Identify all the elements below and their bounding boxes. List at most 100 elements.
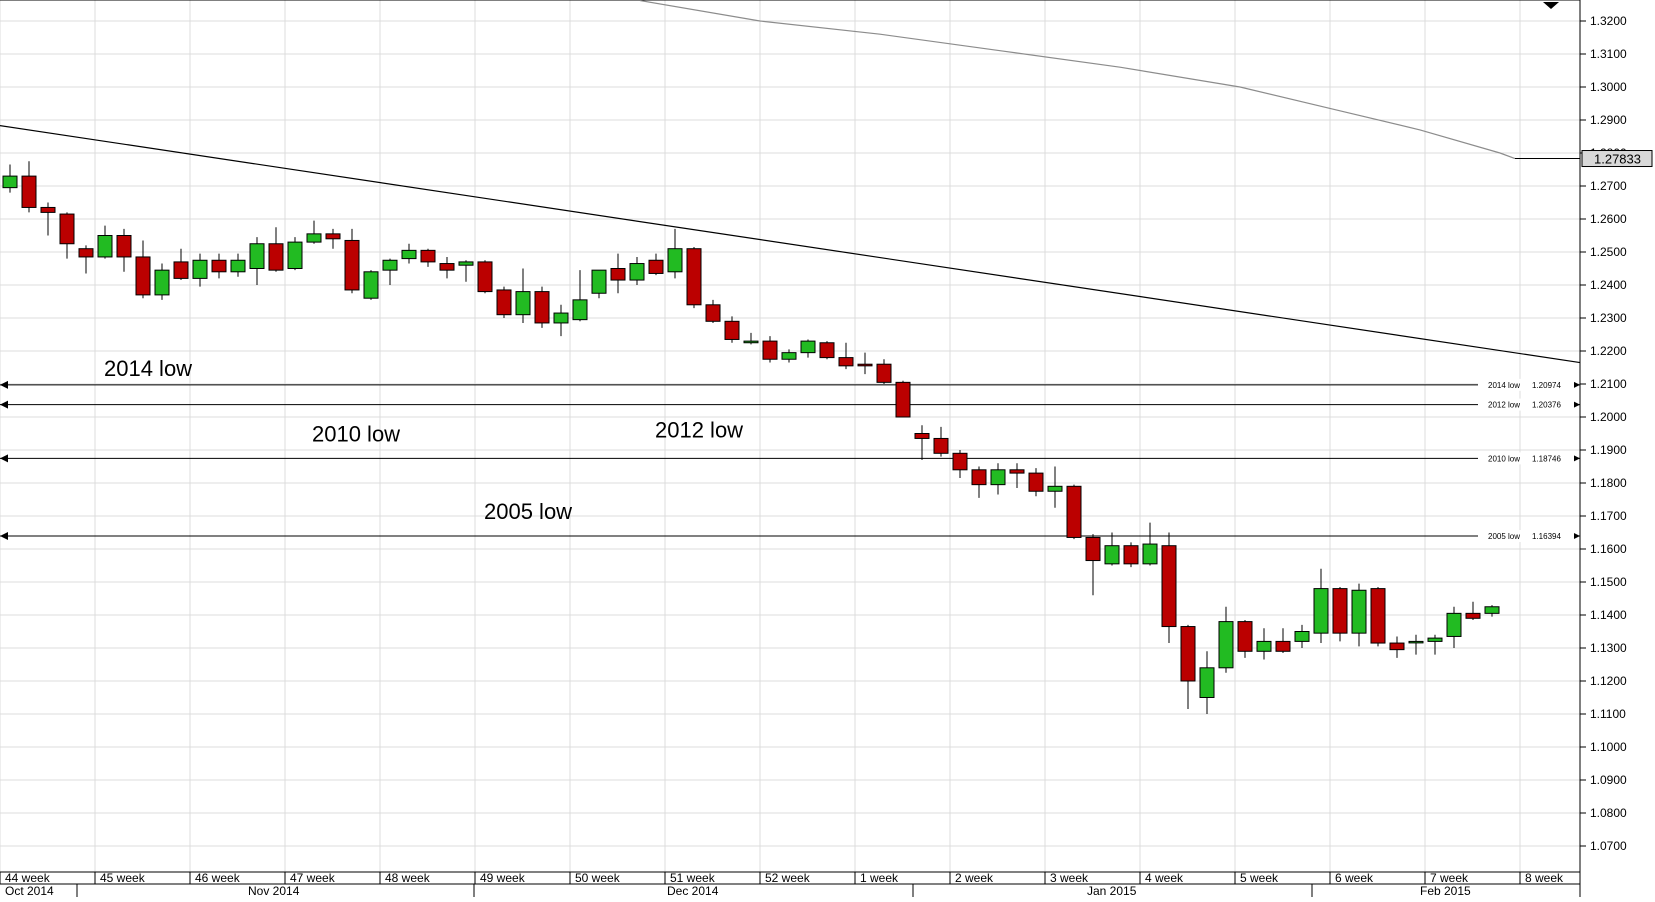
candle-down bbox=[135, 256, 151, 296]
candle-down bbox=[40, 206, 56, 213]
candle-up bbox=[1484, 606, 1500, 614]
candle-down bbox=[1028, 472, 1044, 492]
month-label: Feb 2015 bbox=[1420, 884, 1471, 897]
candle-up bbox=[249, 243, 265, 269]
candle-up bbox=[515, 291, 531, 316]
candle-up bbox=[230, 259, 246, 273]
y-tick-label: 1.1600 bbox=[1590, 542, 1627, 556]
y-tick-label: 1.0800 bbox=[1590, 806, 1627, 820]
support-big-label: 2014 low bbox=[104, 356, 192, 381]
candle-up bbox=[781, 352, 797, 360]
candle-up bbox=[2, 175, 18, 189]
candle-down bbox=[838, 357, 854, 367]
candle-down bbox=[971, 469, 987, 486]
candle-up bbox=[306, 233, 322, 243]
y-tick-label: 1.3200 bbox=[1590, 14, 1627, 28]
candle-up bbox=[1427, 637, 1443, 642]
month-label: Dec 2014 bbox=[667, 884, 719, 897]
candle-down bbox=[1066, 485, 1082, 538]
support-big-label: 2012 low bbox=[655, 418, 743, 443]
candle-down bbox=[534, 291, 550, 324]
candle-down bbox=[705, 304, 721, 322]
support-value-label: 1.16394 bbox=[1532, 532, 1561, 541]
week-label: 47 week bbox=[290, 871, 336, 885]
y-tick-label: 1.0900 bbox=[1590, 773, 1627, 787]
candle-down bbox=[477, 261, 493, 293]
week-label: 2 week bbox=[955, 871, 994, 885]
candle-down bbox=[610, 268, 626, 281]
week-label: 8 week bbox=[1525, 871, 1564, 885]
y-tick-label: 1.1200 bbox=[1590, 674, 1627, 688]
y-tick-label: 1.1700 bbox=[1590, 509, 1627, 523]
y-tick-label: 1.2900 bbox=[1590, 113, 1627, 127]
y-tick-label: 1.1500 bbox=[1590, 575, 1627, 589]
candle-up bbox=[154, 269, 170, 296]
month-label: Nov 2014 bbox=[248, 884, 300, 897]
candle-down bbox=[1389, 642, 1405, 651]
support-arrow-left bbox=[0, 380, 8, 389]
candle-up bbox=[990, 469, 1006, 486]
candle-down bbox=[933, 437, 949, 454]
candle-down bbox=[325, 233, 341, 240]
support-arrow-left bbox=[0, 454, 8, 463]
y-tick-label: 1.2400 bbox=[1590, 278, 1627, 292]
candle-down bbox=[648, 259, 664, 274]
trendline bbox=[0, 125, 1581, 364]
candle-up bbox=[1351, 589, 1367, 634]
candle-up bbox=[1047, 485, 1063, 492]
candle-up bbox=[1294, 631, 1310, 642]
candle-down bbox=[211, 259, 227, 273]
candle-up bbox=[287, 241, 303, 270]
candle-down bbox=[1237, 621, 1253, 652]
candle-up bbox=[1218, 621, 1234, 669]
candle-up bbox=[363, 271, 379, 299]
week-label: 5 week bbox=[1240, 871, 1279, 885]
candle-up bbox=[1199, 667, 1215, 698]
candle-down bbox=[819, 342, 835, 359]
candle-up bbox=[1256, 640, 1272, 652]
candle-down bbox=[1332, 588, 1348, 634]
y-tick-label: 1.1800 bbox=[1590, 476, 1627, 490]
y-tick-label: 1.1900 bbox=[1590, 443, 1627, 457]
support-tag-background bbox=[1478, 378, 1574, 391]
candle-down bbox=[116, 235, 132, 258]
candle-down bbox=[1085, 536, 1101, 562]
candle-down bbox=[724, 320, 740, 340]
month-label: Jan 2015 bbox=[1087, 884, 1137, 897]
candle-up bbox=[1104, 545, 1120, 565]
y-tick-label: 1.2200 bbox=[1590, 344, 1627, 358]
support-tag-background bbox=[1478, 452, 1574, 465]
scroll-marker-icon bbox=[1543, 2, 1559, 9]
candle-down bbox=[895, 381, 911, 418]
support-value-label: 1.20974 bbox=[1532, 381, 1561, 390]
candle-up bbox=[1446, 612, 1462, 637]
candle-down bbox=[1161, 545, 1177, 628]
week-label: 45 week bbox=[100, 871, 146, 885]
candle-up bbox=[1313, 588, 1329, 634]
support-value-label: 1.18746 bbox=[1532, 454, 1561, 463]
week-label: 49 week bbox=[480, 871, 526, 885]
candle-down bbox=[78, 248, 94, 258]
support-big-label: 2005 low bbox=[484, 499, 572, 524]
week-label: 51 week bbox=[670, 871, 716, 885]
candle-up bbox=[97, 235, 113, 258]
candle-down bbox=[1180, 626, 1196, 682]
candle-down bbox=[1123, 545, 1139, 565]
candle-down bbox=[420, 249, 436, 263]
candle-up bbox=[743, 340, 759, 344]
candle-down bbox=[686, 248, 702, 306]
y-tick-label: 1.2300 bbox=[1590, 311, 1627, 325]
candle-up bbox=[572, 299, 588, 321]
y-tick-label: 1.3100 bbox=[1590, 47, 1627, 61]
support-small-label: 2014 low bbox=[1488, 381, 1520, 390]
support-big-label: 2010 low bbox=[312, 421, 400, 446]
support-arrow-left bbox=[0, 531, 8, 540]
candle-down bbox=[1370, 588, 1386, 644]
candle-up bbox=[591, 269, 607, 294]
y-tick-label: 1.3000 bbox=[1590, 80, 1627, 94]
candle-down bbox=[762, 340, 778, 360]
candle-down bbox=[21, 175, 37, 208]
y-tick-label: 1.1000 bbox=[1590, 740, 1627, 754]
